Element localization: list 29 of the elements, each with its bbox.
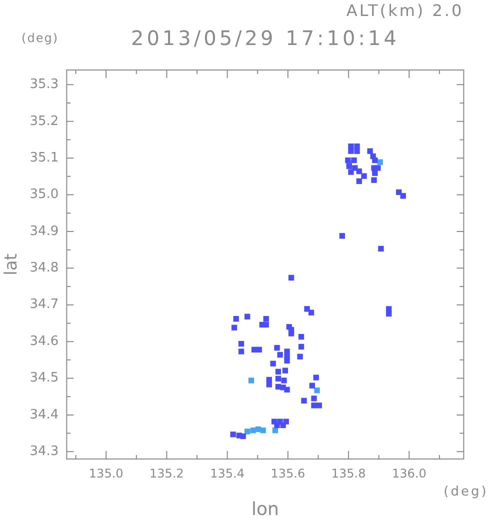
y-tick-label: 35.0 [30, 187, 59, 202]
point [377, 159, 383, 165]
y-axis-title: lat [2, 253, 22, 276]
y-tick-label: 34.3 [30, 444, 59, 460]
point [260, 428, 266, 434]
y-tick-label: 34.5 [30, 370, 59, 386]
y-tick-label: 34.6 [30, 334, 59, 349]
x-tick-label: 135.6 [270, 466, 306, 480]
x-tick-label: 135.4 [210, 466, 244, 480]
y-tick-label: 34.8 [30, 260, 59, 276]
y-tick-label: 34.4 [30, 407, 59, 422]
x-tick-label: 135.2 [150, 466, 184, 480]
text: (deg) [444, 484, 488, 500]
y-tick-label: 34.7 [30, 297, 59, 312]
y-tick-label: 35.1 [30, 150, 59, 166]
y-tick-label: 35.2 [30, 114, 59, 129]
point [250, 428, 256, 434]
text: (deg) [22, 31, 58, 46]
y-tick-label: 35.3 [30, 77, 59, 92]
text: ALT(km) 2.0 [346, 1, 464, 20]
chart-title: 2013/05/29 17:10:14 [130, 26, 400, 50]
y-tick-label: 34.9 [30, 224, 59, 239]
point [248, 378, 254, 384]
x-tick-label: 135.0 [88, 466, 124, 480]
point [314, 388, 320, 394]
x-tick-label: 136.0 [392, 466, 426, 480]
point [244, 428, 250, 434]
x-tick-label: 135.8 [331, 466, 366, 480]
x-axis-title: lon [251, 498, 279, 520]
